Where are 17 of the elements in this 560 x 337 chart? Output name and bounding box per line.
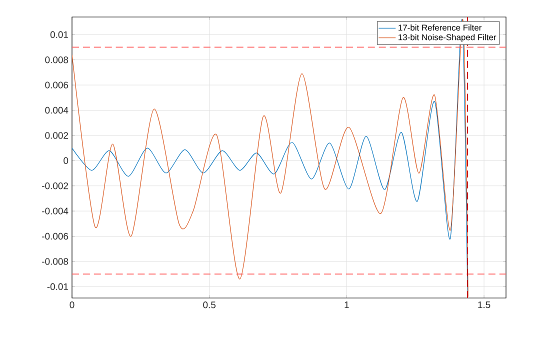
x-tick-label: 1 [344,302,349,308]
y-tick-label: 0.01 [50,31,68,38]
y-tick-label: 0.006 [45,82,68,88]
y-tick-label: 0.002 [45,132,68,139]
legend-label: 13-bit Noise-Shaped Filter [398,34,496,42]
x-tick-label: 1.5 [478,302,490,308]
y-tick-label: -0.008 [42,258,68,265]
y-tick-label: 0.004 [45,106,68,114]
y-tick-label: 0 [64,157,68,164]
x-tick-label: 0 [70,302,74,308]
y-tick-label: -0.006 [42,232,68,240]
y-tick-label: -0.01 [47,283,68,290]
y-tick-label: 0.008 [45,56,68,64]
x-tick-label: 0.5 [203,302,216,308]
legend-label: 17-bit Reference Filter [398,24,482,31]
y-tick-label: -0.004 [42,208,68,214]
y-tick-label: -0.002 [42,182,68,190]
